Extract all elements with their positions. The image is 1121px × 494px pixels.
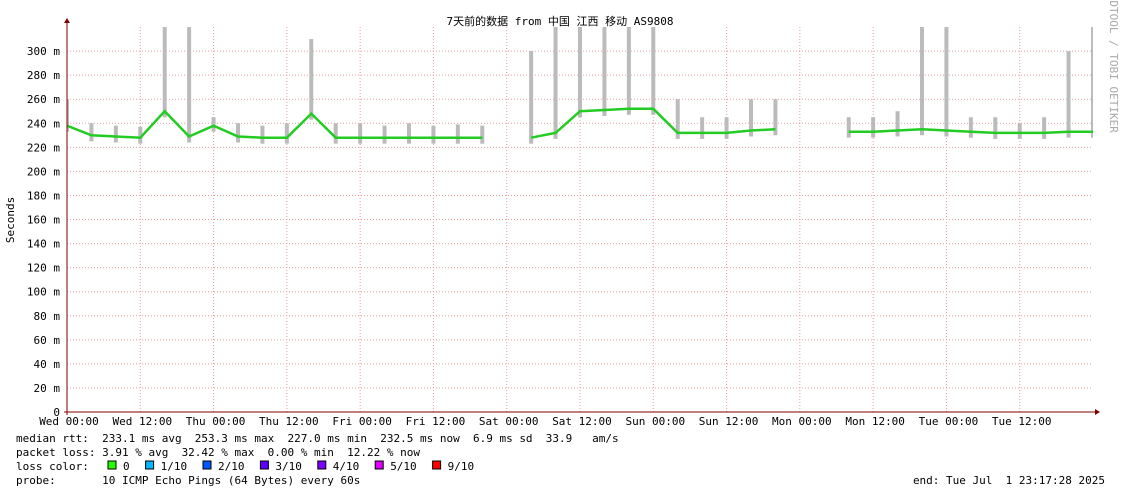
- smoke-bar: [944, 27, 949, 137]
- smoke-bar: [480, 125, 485, 144]
- end-time: end: Tue Jul 1 23:17:28 2025: [913, 474, 1105, 487]
- side-text: RRDTOOL / TOBI OETIKER: [1107, 0, 1120, 133]
- legend-label: 9/10: [448, 460, 475, 473]
- smoke-bar: [993, 117, 998, 139]
- smoke-bar: [431, 125, 436, 144]
- legend-label: 4/10: [333, 460, 360, 473]
- y-arrow: [64, 18, 70, 23]
- y-tick-label: 80 m: [34, 310, 61, 323]
- y-tick-label: 200 m: [27, 165, 60, 178]
- x-tick-label: Tue 00:00: [919, 415, 979, 428]
- smoke-bar: [67, 99, 69, 132]
- smoke-bar: [651, 27, 656, 115]
- y-tick-label: 20 m: [34, 382, 61, 395]
- smoke-bar: [358, 123, 363, 144]
- x-tick-label: Sat 12:00: [552, 415, 612, 428]
- smoke-bar: [187, 27, 192, 143]
- legend-label: 0: [123, 460, 130, 473]
- smoke-bar: [724, 117, 729, 139]
- smoke-bar: [602, 27, 607, 117]
- smoke-bar: [236, 123, 240, 143]
- y-tick-label: 260 m: [27, 93, 60, 106]
- median-line: [67, 107, 1093, 139]
- smoke-bar: [700, 117, 705, 139]
- chart-title: 7天前的数据 from 中国 江西 移动 AS9808: [447, 14, 674, 28]
- smoke-bar: [578, 27, 582, 118]
- y-tick-label: 300 m: [27, 45, 60, 58]
- smoke-bar: [309, 39, 314, 120]
- smoke-bar: [749, 99, 753, 137]
- legend-swatch: [259, 460, 269, 470]
- legend-swatch: [107, 460, 117, 470]
- y-tick-label: 180 m: [27, 189, 60, 202]
- y-tick-label: 0: [53, 406, 60, 419]
- legend-swatch: [374, 460, 384, 470]
- y-tick-label: 280 m: [27, 69, 60, 82]
- legend-swatch: [202, 460, 212, 470]
- x-tick-label: Wed 00:00: [39, 415, 99, 428]
- probe: probe: 10 ICMP Echo Pings (64 Bytes) eve…: [16, 474, 360, 487]
- y-axis-label: Seconds: [4, 197, 17, 243]
- legend-swatch: [432, 460, 442, 470]
- smoke-bar: [675, 99, 680, 139]
- legend-swatch: [317, 460, 327, 470]
- y-tick-label: 100 m: [27, 286, 60, 299]
- smoke-bar: [553, 27, 558, 139]
- legend-label: 2/10: [218, 460, 245, 473]
- x-tick-label: Wed 12:00: [112, 415, 172, 428]
- smoke-bar: [260, 125, 265, 144]
- smoke-bar: [920, 27, 924, 136]
- x-tick-label: Sat 00:00: [479, 415, 539, 428]
- smoke-bar: [455, 124, 460, 144]
- x-tick-label: Tue 12:00: [992, 415, 1052, 428]
- plot-layer: [67, 27, 1093, 144]
- smoke-bar: [1017, 123, 1022, 139]
- smoke-bar: [1066, 51, 1071, 138]
- y-tick-label: 120 m: [27, 262, 60, 275]
- smoke-bar: [89, 123, 94, 142]
- x-tick-label: Fri 00:00: [332, 415, 392, 428]
- legend-label: 3/10: [275, 460, 302, 473]
- smoke-bar: [1091, 27, 1093, 138]
- legend-swatch: [145, 460, 155, 470]
- x-tick-label: Mon 12:00: [845, 415, 905, 428]
- smoke-bar: [407, 123, 411, 144]
- y-tick-label: 160 m: [27, 214, 60, 227]
- x-tick-label: Thu 12:00: [259, 415, 319, 428]
- y-tick-label: 60 m: [34, 334, 61, 347]
- smoke-bar: [968, 117, 973, 138]
- smoke-bar: [773, 99, 778, 136]
- x-tick-label: Sun 12:00: [699, 415, 759, 428]
- y-tick-label: 40 m: [34, 358, 61, 371]
- smoke-bar: [333, 123, 338, 144]
- smoke-bar: [162, 27, 167, 118]
- x-tick-label: Sun 00:00: [625, 415, 685, 428]
- y-tick-label: 140 m: [27, 238, 60, 251]
- legend-label: 5/10: [390, 460, 417, 473]
- smoke-bar: [284, 123, 289, 144]
- y-tick-label: 220 m: [27, 141, 60, 154]
- y-tick-label: 240 m: [27, 117, 60, 130]
- loss-label: loss color:: [16, 460, 89, 473]
- x-tick-label: Fri 12:00: [406, 415, 466, 428]
- smoke-bar: [871, 117, 876, 138]
- smoke-bar: [626, 27, 631, 115]
- smoke-bar: [382, 125, 387, 144]
- smoke-bar: [138, 126, 143, 144]
- smoke-bar: [846, 117, 851, 138]
- x-arrow: [1095, 409, 1100, 415]
- smoke-bar: [895, 111, 900, 137]
- legend-label: 1/10: [161, 460, 188, 473]
- stats-line: packet loss: 3.91 % avg 32.42 % max 0.00…: [16, 446, 420, 459]
- x-tick-label: Mon 00:00: [772, 415, 832, 428]
- smoke-bar: [113, 125, 118, 143]
- x-tick-label: Thu 00:00: [186, 415, 246, 428]
- stats-line: median rtt: 233.1 ms avg 253.3 ms max 22…: [16, 432, 619, 445]
- smoke-bar: [529, 51, 534, 144]
- smoke-bar: [1042, 117, 1047, 139]
